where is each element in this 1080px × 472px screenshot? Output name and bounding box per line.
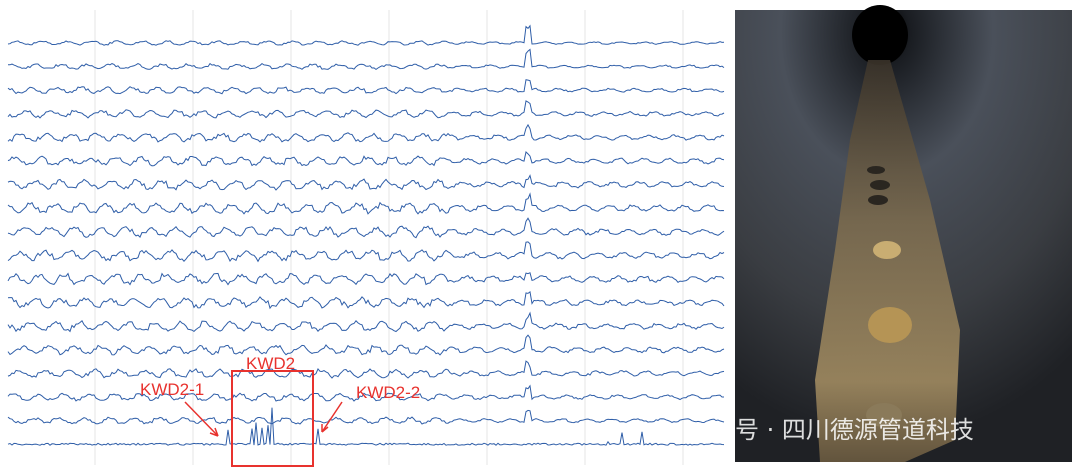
defect xyxy=(868,307,912,343)
waveform-trace xyxy=(7,360,725,379)
waveform-trace xyxy=(7,79,725,95)
defect xyxy=(873,241,901,259)
waveform-trace xyxy=(7,24,725,46)
waveform-trace xyxy=(7,123,725,143)
waveform-trace xyxy=(7,407,725,446)
arrow xyxy=(321,401,343,433)
waveform-trace xyxy=(8,48,725,71)
annotation-label: KWD2-2 xyxy=(356,383,420,402)
watermark: 号 · 四川德源管道科技 xyxy=(735,416,974,444)
annotation-label: KWD2-1 xyxy=(140,380,204,399)
waveform-trace xyxy=(7,291,725,310)
pipe-photo: 号 · 四川德源管道科技 xyxy=(735,5,1072,462)
defect xyxy=(867,166,885,174)
waveform-panel xyxy=(7,10,725,465)
defect xyxy=(866,403,902,427)
waveform-trace xyxy=(7,334,725,356)
waveform-trace xyxy=(7,272,725,286)
corrosion-strip xyxy=(815,60,960,462)
waveform-trace xyxy=(7,192,725,215)
waveform-trace xyxy=(7,384,724,402)
pipe-opening xyxy=(852,5,908,65)
waveform-trace xyxy=(7,241,725,263)
waveform-trace xyxy=(7,174,725,191)
waveform-trace xyxy=(7,217,725,239)
arrow xyxy=(184,401,219,437)
defect xyxy=(870,180,890,190)
waveform-trace xyxy=(7,100,725,119)
waveform-trace xyxy=(7,311,725,333)
annotations: KWD2 KWD2-1 KWD2-2 xyxy=(140,354,420,467)
highlight-box xyxy=(231,370,314,467)
waveform-trace xyxy=(7,409,725,425)
annotation-label: KWD2 xyxy=(246,354,295,373)
defect xyxy=(868,195,888,205)
waveform-trace xyxy=(7,151,725,167)
